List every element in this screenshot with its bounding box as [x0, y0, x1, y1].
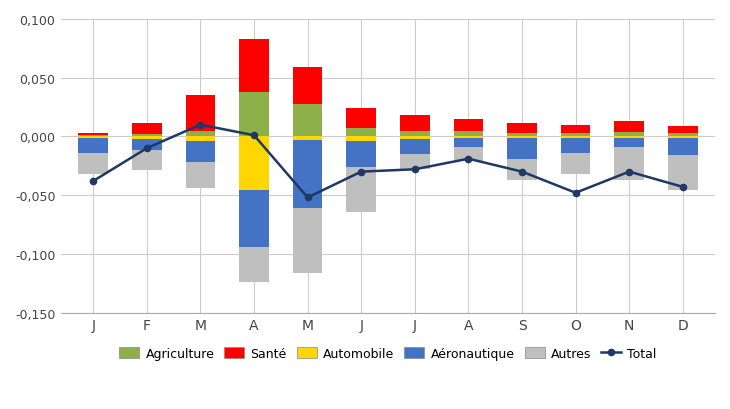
Bar — [347, 168, 376, 212]
Bar — [615, 138, 644, 148]
Bar — [668, 138, 698, 156]
Bar — [293, 137, 323, 141]
Bar — [507, 124, 537, 134]
Bar — [185, 137, 215, 142]
Bar — [239, 247, 269, 282]
Bar — [400, 139, 429, 155]
Bar — [239, 191, 269, 247]
Bar — [185, 163, 215, 189]
Bar — [293, 141, 323, 209]
Bar — [453, 131, 483, 137]
Bar — [347, 109, 376, 129]
Bar — [507, 134, 537, 137]
Bar — [400, 131, 429, 137]
Bar — [347, 142, 376, 168]
Bar — [132, 124, 161, 135]
Bar — [668, 126, 698, 134]
Bar — [668, 134, 698, 137]
Bar — [79, 137, 108, 138]
Bar — [400, 116, 429, 131]
Bar — [615, 148, 644, 180]
Bar — [293, 104, 323, 137]
Bar — [561, 137, 591, 138]
Bar — [453, 137, 483, 138]
Bar — [507, 160, 537, 180]
Bar — [132, 139, 161, 151]
Bar — [185, 131, 215, 137]
Bar — [668, 137, 698, 138]
Bar — [453, 119, 483, 131]
Bar — [293, 68, 323, 104]
Bar — [132, 137, 161, 139]
Bar — [79, 136, 108, 137]
Bar — [615, 133, 644, 137]
Bar — [239, 92, 269, 137]
Legend: Agriculture, Santé, Automobile, Aéronautique, Autres, Total: Agriculture, Santé, Automobile, Aéronaut… — [114, 342, 662, 365]
Bar — [507, 137, 537, 138]
Bar — [561, 138, 591, 153]
Bar — [293, 209, 323, 273]
Bar — [132, 135, 161, 137]
Bar — [615, 122, 644, 133]
Bar — [561, 125, 591, 134]
Bar — [79, 134, 108, 136]
Bar — [79, 153, 108, 175]
Bar — [561, 153, 591, 175]
Bar — [400, 137, 429, 139]
Bar — [400, 155, 429, 170]
Bar — [185, 142, 215, 163]
Bar — [239, 40, 269, 92]
Bar — [132, 151, 161, 171]
Bar — [347, 129, 376, 137]
Bar — [507, 138, 537, 160]
Bar — [239, 137, 269, 191]
Bar — [453, 148, 483, 162]
Bar — [185, 96, 215, 131]
Bar — [347, 137, 376, 142]
Bar — [615, 137, 644, 138]
Bar — [561, 134, 591, 137]
Bar — [79, 138, 108, 153]
Bar — [453, 138, 483, 148]
Bar — [668, 156, 698, 191]
